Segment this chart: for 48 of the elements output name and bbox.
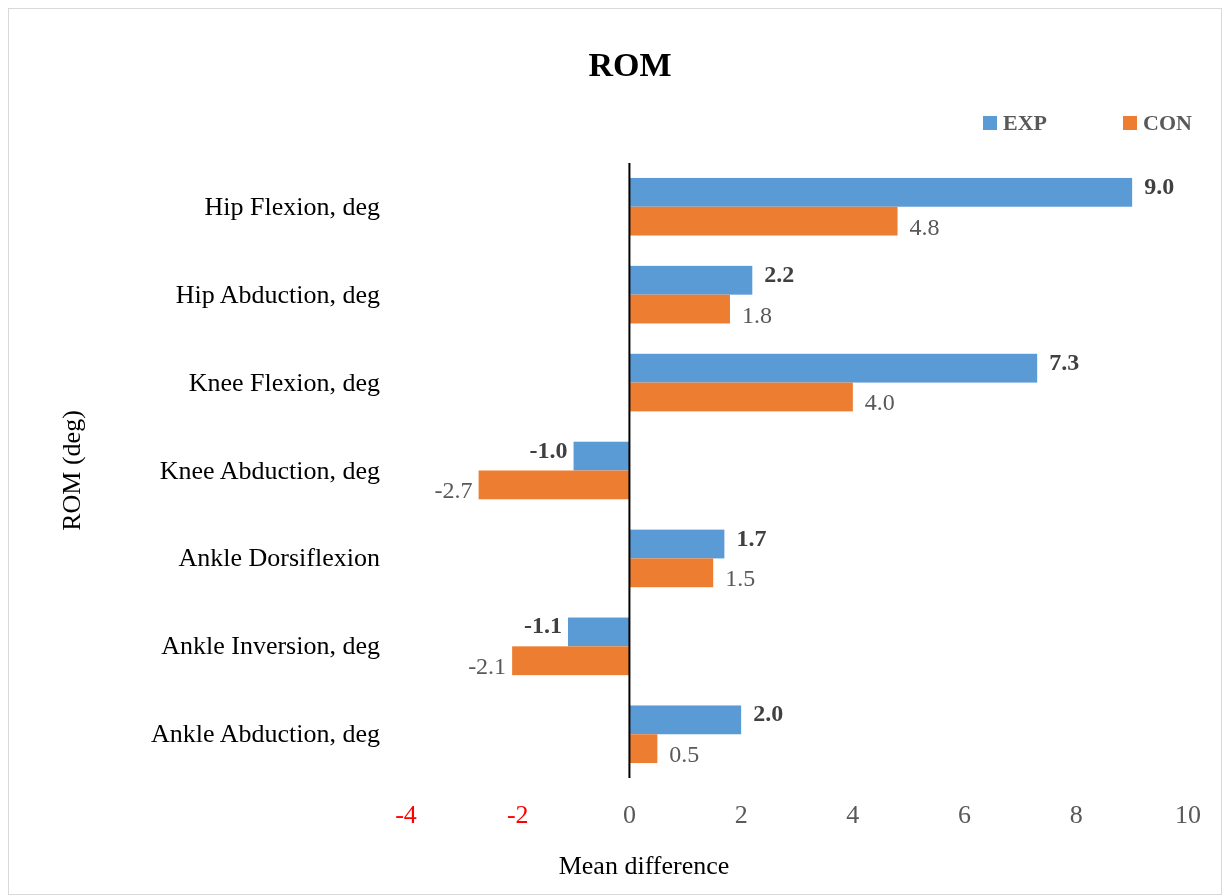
bar (573, 441, 630, 471)
data-label: 1.5 (725, 565, 756, 592)
bar (629, 353, 1038, 383)
y-tick-label: Ankle Inversion, deg (161, 631, 380, 661)
bar (629, 206, 898, 236)
y-axis-title: ROM (deg) (57, 410, 86, 531)
x-tick-label: 6 (958, 800, 972, 829)
x-axis-title: Mean difference (558, 851, 730, 880)
bar (629, 294, 730, 324)
data-label: 9.0 (1144, 172, 1175, 199)
data-label: 7.3 (1049, 348, 1080, 375)
bar (629, 705, 742, 735)
bar (629, 265, 753, 295)
bar (629, 558, 714, 588)
bar (629, 734, 658, 764)
data-label: -2.7 (434, 477, 473, 504)
x-tick-label: -2 (506, 800, 529, 829)
data-label: 4.8 (909, 213, 940, 240)
y-tick-label: Hip Flexion, deg (204, 191, 380, 221)
y-tick-label: Knee Flexion, deg (188, 367, 380, 397)
y-tick-label: Hip Abduction, deg (175, 279, 380, 309)
x-tick-label: -4 (395, 800, 417, 829)
y-tick-label: Knee Abduction, deg (159, 455, 380, 485)
data-label: 2.2 (764, 260, 795, 287)
bar (567, 617, 630, 647)
x-tick-label: 2 (734, 800, 748, 829)
x-tick-label: 8 (1069, 800, 1083, 829)
x-tick-label: 10 (1175, 800, 1201, 829)
data-label: 4.0 (864, 389, 895, 416)
x-tick-label: 0 (622, 800, 636, 829)
chart-title: ROM (588, 46, 672, 83)
y-tick-label: Ankle Dorsiflexion (178, 543, 380, 573)
data-label: -2.1 (468, 653, 507, 680)
data-label: -1.1 (523, 612, 562, 639)
data-label: 0.5 (669, 741, 700, 768)
y-tick-label: Ankle Abduction, deg (151, 719, 380, 749)
bar (478, 470, 630, 500)
bar (629, 529, 725, 559)
data-label: 1.7 (736, 524, 767, 551)
data-label: 1.8 (741, 301, 772, 328)
bar (629, 382, 853, 412)
bar (512, 646, 630, 676)
legend-label: CON (1143, 110, 1192, 135)
data-label: 2.0 (753, 700, 784, 727)
legend-label: EXP (1003, 110, 1047, 135)
data-label: -1.0 (529, 436, 568, 463)
bar (629, 177, 1133, 207)
x-tick-label: 4 (846, 800, 860, 829)
